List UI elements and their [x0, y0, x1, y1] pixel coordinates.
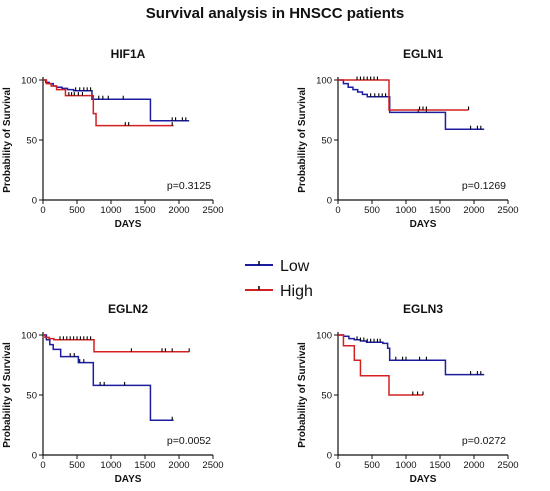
p-value: p=0.0272: [462, 435, 506, 447]
panel-title: EGLN2: [108, 302, 148, 316]
km-curve-high: [43, 79, 174, 127]
x-tick-label: 0: [40, 205, 45, 216]
x-tick-label: 500: [364, 460, 380, 471]
y-axis-label: Probability of Survival: [297, 342, 308, 448]
x-tick-label: 1500: [429, 460, 450, 471]
x-tick-label: 0: [335, 205, 340, 216]
km-curve-low: [338, 334, 485, 376]
x-axis-label: DAYS: [115, 474, 142, 485]
panel-egln1: EGLN1 0 500 1000 1500 2000 2500 0 50 100 DAYS Proba…: [297, 47, 519, 230]
x-tick-label: 500: [69, 460, 85, 471]
x-tick-label: 0: [40, 460, 45, 471]
y-tick-label: 0: [32, 451, 37, 462]
panel-egln3: EGLN3 0 500 1000 1500 2000 2500 0 50 100 DAYS Proba…: [297, 302, 519, 485]
y-tick-label: 0: [327, 196, 332, 207]
x-tick-label: 1500: [134, 460, 155, 471]
y-tick-label: 100: [21, 76, 37, 87]
legend-item-low: Low: [245, 258, 310, 275]
km-curve-low: [338, 79, 485, 130]
y-tick-label: 100: [316, 76, 332, 87]
x-tick-label: 1000: [100, 205, 121, 216]
p-value: p=0.1269: [462, 180, 506, 192]
km-curve-high: [338, 334, 423, 396]
panel-title: HIF1A: [111, 47, 146, 61]
x-tick-label: 1000: [395, 205, 416, 216]
panel-title: EGLN3: [403, 302, 443, 316]
legend-high-label: High: [280, 283, 313, 300]
y-axis-label: Probability of Survival: [2, 87, 13, 193]
x-tick-label: 2500: [497, 460, 518, 471]
km-curve-low: [43, 334, 174, 421]
km-curve-high: [43, 334, 190, 353]
km-curve-high: [338, 79, 469, 111]
x-tick-label: 500: [364, 205, 380, 216]
p-value: p=0.0052: [167, 435, 211, 447]
x-tick-label: 1000: [100, 460, 121, 471]
x-tick-label: 1000: [395, 460, 416, 471]
y-axis-label: Probability of Survival: [297, 87, 308, 193]
x-tick-label: 1500: [134, 205, 155, 216]
x-tick-label: 1500: [429, 205, 450, 216]
y-axis-label: Probability of Survival: [2, 342, 13, 448]
y-tick-label: 0: [327, 451, 332, 462]
y-tick-label: 50: [26, 391, 37, 402]
x-tick-label: 2500: [497, 205, 518, 216]
legend-low-label: Low: [280, 258, 310, 275]
panel-hif1a: HIF1A 0 500 1000 1500 2000 2500 0 50 100 DAYS Proba…: [2, 47, 224, 230]
y-tick-label: 0: [32, 196, 37, 207]
x-axis-label: DAYS: [115, 219, 142, 230]
km-curve-low: [43, 79, 190, 122]
x-tick-label: 0: [335, 460, 340, 471]
x-tick-label: 2500: [202, 205, 223, 216]
x-axis-label: DAYS: [410, 219, 437, 230]
x-tick-label: 2000: [168, 205, 189, 216]
x-tick-label: 2000: [463, 460, 484, 471]
x-tick-label: 2500: [202, 460, 223, 471]
p-value: p=0.3125: [167, 180, 211, 192]
x-tick-label: 500: [69, 205, 85, 216]
y-tick-label: 50: [321, 391, 332, 402]
figure-title: Survival analysis in HNSCC patients: [146, 5, 404, 22]
y-tick-label: 50: [26, 136, 37, 147]
panel-title: EGLN1: [403, 47, 443, 61]
y-tick-label: 100: [316, 331, 332, 342]
x-axis-label: DAYS: [410, 474, 437, 485]
y-tick-label: 100: [21, 331, 37, 342]
panel-egln2: EGLN2 0 500 1000 1500 2000 2500 0 50 100 DAYS Proba…: [2, 302, 224, 485]
x-tick-label: 2000: [463, 205, 484, 216]
y-tick-label: 50: [321, 136, 332, 147]
legend-item-high: High: [245, 283, 313, 300]
legend: Low High: [245, 258, 313, 300]
x-tick-label: 2000: [168, 460, 189, 471]
